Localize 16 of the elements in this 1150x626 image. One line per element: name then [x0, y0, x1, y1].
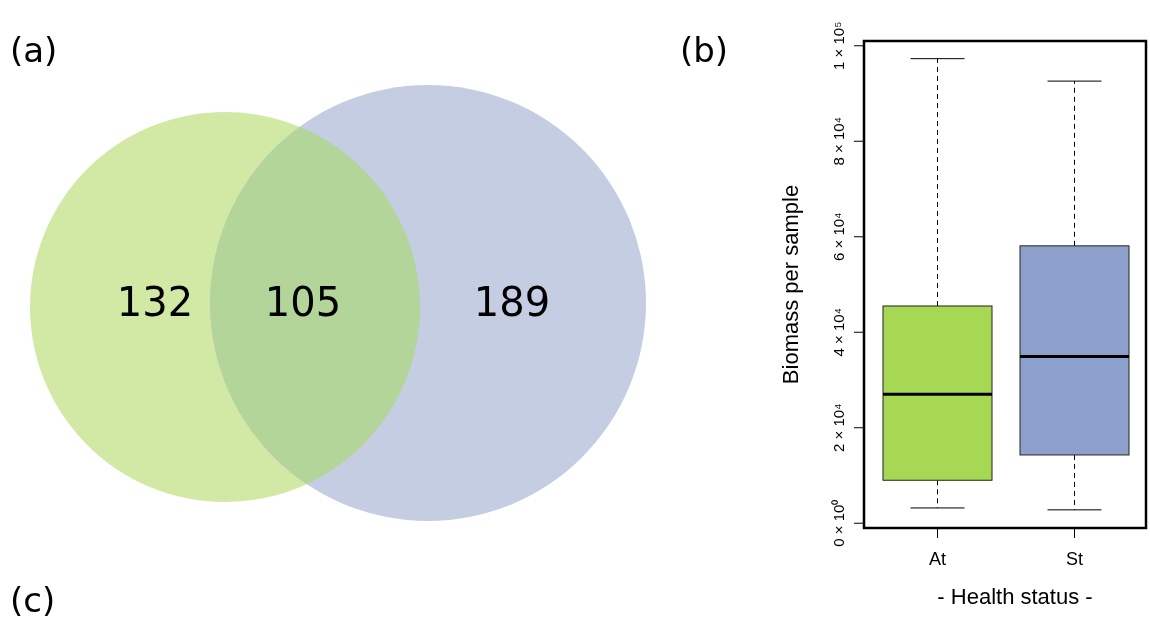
x-axis-title: - Health status -: [937, 584, 1093, 609]
y-axis-title: Biomass per sample: [778, 184, 803, 385]
y-tick-label: 2 × 10⁴: [830, 403, 847, 453]
data-label: 105: [264, 279, 342, 325]
y-tick-label: 1 × 10⁵: [830, 21, 847, 70]
chart-title: (b): [680, 30, 729, 70]
data-label: 189: [473, 279, 551, 325]
x-tick-label: At: [928, 549, 947, 569]
text: (a): [10, 30, 58, 70]
y-tick-label: 0 × 10⁰: [830, 499, 847, 547]
y-tick-label: 8 × 10⁴: [830, 116, 847, 166]
y-tick-label: 6 × 10⁴: [830, 212, 847, 262]
text: (c): [10, 580, 56, 620]
data-label: 132: [116, 279, 194, 325]
y-tick-label: 4 × 10⁴: [830, 307, 847, 357]
x-tick-label: St: [1065, 549, 1084, 569]
